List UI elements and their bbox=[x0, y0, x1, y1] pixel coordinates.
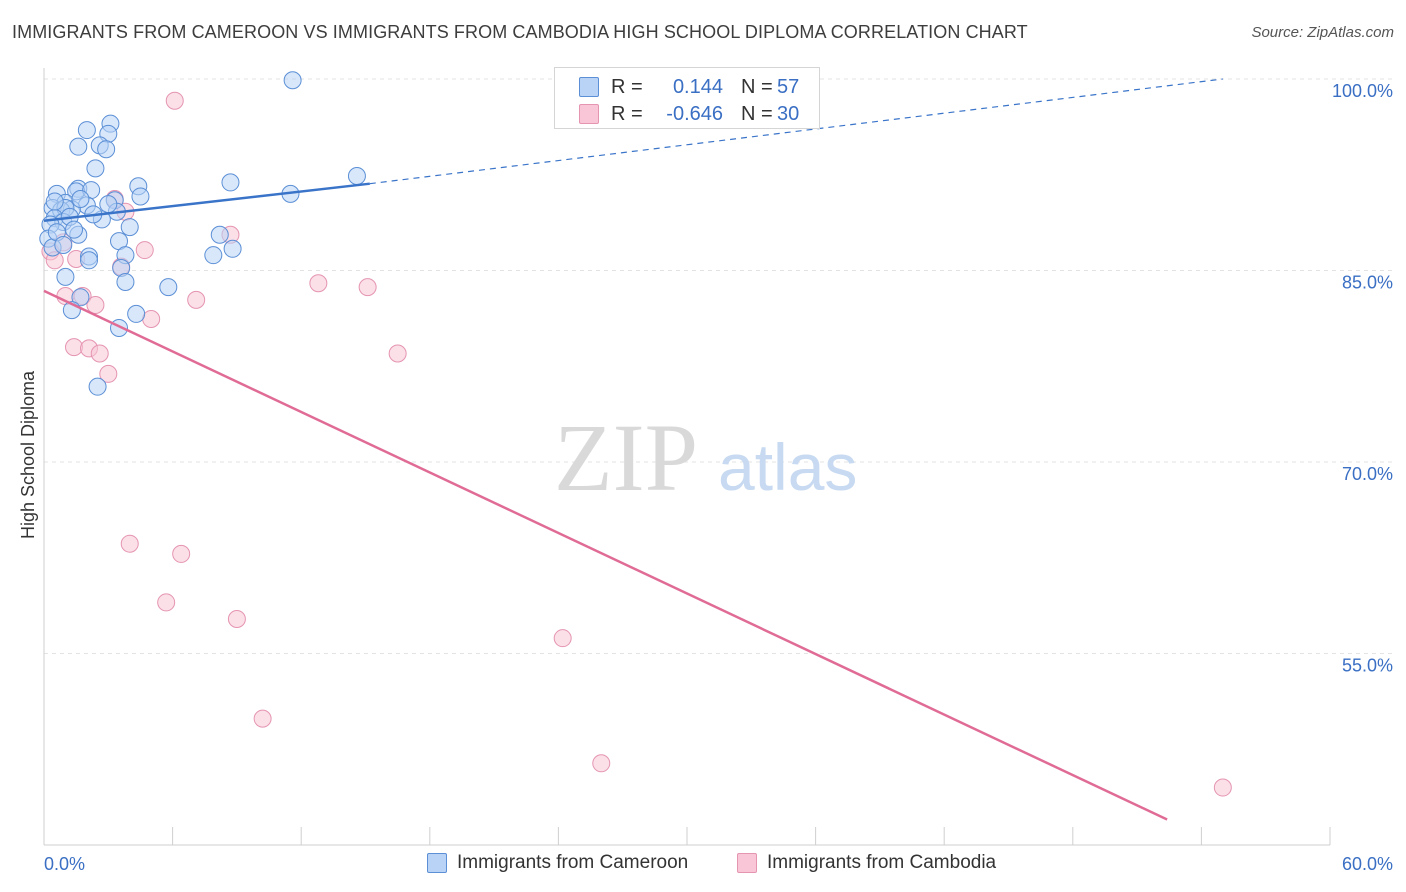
cambodia-point bbox=[253, 709, 272, 728]
cambodia-point bbox=[90, 344, 109, 363]
legend-row-cambodia: R = -0.646 N = 30 bbox=[579, 102, 799, 126]
cameroon-point bbox=[71, 288, 90, 307]
cambodia-point bbox=[388, 344, 407, 363]
cameroon-point bbox=[54, 235, 73, 254]
cameroon-point bbox=[210, 225, 229, 244]
n-label: N = bbox=[741, 75, 773, 98]
n-value: 30 bbox=[777, 102, 800, 125]
chart-title: IMMIGRANTS FROM CAMEROON VS IMMIGRANTS F… bbox=[12, 22, 1028, 42]
cameroon-point bbox=[80, 251, 99, 270]
n-label: N = bbox=[741, 102, 773, 125]
cameroon-point bbox=[159, 278, 178, 297]
cambodia-trend-line bbox=[43, 289, 1168, 821]
cameroon-point bbox=[131, 187, 150, 206]
cameroon-trend-extension bbox=[369, 78, 1223, 185]
cameroon-point bbox=[88, 377, 107, 396]
legend-row-cameroon: R = 0.144 N = 57 bbox=[579, 75, 799, 99]
x-tick-label: 60.0% bbox=[1342, 854, 1393, 874]
axes: 55.0% 70.0% 85.0% 100.0% 0.0% 60.0% bbox=[43, 68, 1393, 874]
cambodia-point bbox=[358, 278, 377, 297]
cameroon-points bbox=[39, 71, 366, 396]
watermark-zip: ZIP bbox=[554, 404, 698, 511]
y-tick-label: 55.0% bbox=[1342, 655, 1393, 675]
cambodia-point bbox=[165, 91, 184, 110]
cameroon-point bbox=[99, 195, 118, 214]
r-value: -0.646 bbox=[666, 102, 723, 125]
cameroon-point bbox=[347, 167, 366, 186]
cambodia-point bbox=[157, 593, 176, 612]
stats-legend: R = 0.144 N = 57 R = -0.646 N = 30 bbox=[554, 67, 820, 129]
cameroon-swatch bbox=[579, 77, 599, 97]
cameroon-point bbox=[221, 173, 240, 192]
n-value: 57 bbox=[777, 75, 800, 98]
cameroon-point bbox=[223, 239, 242, 258]
r-label: R = bbox=[611, 75, 643, 98]
r-label: R = bbox=[611, 102, 643, 125]
cameroon-point bbox=[71, 190, 90, 209]
cameroon-point bbox=[45, 192, 64, 211]
trend-lines bbox=[43, 78, 1223, 821]
r-value: 0.144 bbox=[672, 75, 723, 98]
grid-lines bbox=[44, 78, 1392, 654]
cambodia-point bbox=[99, 364, 118, 383]
cambodia-point bbox=[227, 610, 246, 629]
cambodia-legend-swatch bbox=[737, 853, 757, 873]
source-label: Source: ZipAtlas.com bbox=[1251, 24, 1394, 41]
cambodia-point bbox=[1213, 778, 1232, 797]
cameroon-point bbox=[204, 246, 223, 265]
y-axis-title: High School Diploma bbox=[18, 370, 38, 539]
cambodia-point bbox=[65, 338, 84, 357]
watermark-atlas: atlas bbox=[718, 430, 857, 504]
cameroon-legend-swatch bbox=[427, 853, 447, 873]
cambodia-point bbox=[309, 274, 328, 293]
cameroon-point bbox=[77, 121, 96, 140]
cameroon-point bbox=[120, 218, 139, 237]
cambodia-point bbox=[135, 241, 154, 260]
cameroon-legend-label: Immigrants from Cameroon bbox=[457, 852, 689, 873]
cameroon-point bbox=[69, 137, 88, 156]
cambodia-point bbox=[172, 544, 191, 563]
cameroon-point bbox=[283, 71, 302, 90]
cambodia-point bbox=[187, 290, 206, 309]
cambodia-legend-label: Immigrants from Cambodia bbox=[767, 852, 997, 873]
cambodia-point bbox=[553, 629, 572, 648]
cambodia-point bbox=[86, 295, 105, 314]
y-tick-label: 100.0% bbox=[1332, 81, 1393, 101]
legend-item-cameroon[interactable]: Immigrants from Cameroon bbox=[427, 852, 688, 874]
cameroon-trend-line bbox=[43, 182, 370, 222]
y-tick-label: 85.0% bbox=[1342, 272, 1393, 292]
cameroon-point bbox=[127, 304, 146, 323]
cameroon-point bbox=[65, 220, 84, 239]
cambodia-point bbox=[592, 754, 611, 773]
cameroon-point bbox=[116, 272, 135, 291]
cameroon-point bbox=[86, 159, 105, 178]
cambodia-point bbox=[142, 310, 161, 329]
cambodia-point bbox=[120, 534, 139, 553]
cameroon-point bbox=[97, 140, 116, 159]
zipatlas-watermark: ZIP atlas bbox=[554, 404, 857, 511]
x-tick-label: 0.0% bbox=[44, 854, 85, 874]
y-tick-label: 70.0% bbox=[1342, 464, 1393, 484]
cambodia-swatch bbox=[579, 104, 599, 124]
cameroon-point bbox=[56, 267, 75, 286]
legend-item-cambodia[interactable]: Immigrants from Cambodia bbox=[737, 852, 996, 874]
